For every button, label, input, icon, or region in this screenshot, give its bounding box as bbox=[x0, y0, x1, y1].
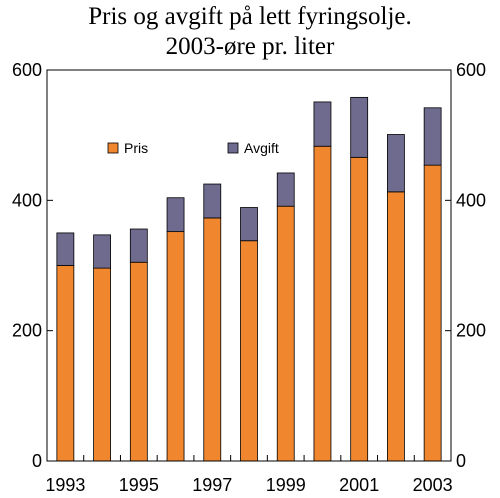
bar-avgift-1996 bbox=[166, 197, 185, 233]
x-tick-label-2001: 2001 bbox=[339, 475, 379, 495]
bar-avgift-2001 bbox=[350, 96, 369, 158]
chart-title: Pris og avgift på lett fyringsolje. bbox=[88, 3, 412, 30]
legend-label-avgift: Avgift bbox=[244, 140, 279, 156]
x-tick-label-1999: 1999 bbox=[266, 475, 306, 495]
bar-pris-2002 bbox=[387, 191, 405, 462]
bar-pris-1993 bbox=[56, 265, 75, 462]
y-tick-label-left-200: 200 bbox=[12, 321, 42, 341]
chart-subtitle: 2003-øre pr. liter bbox=[165, 33, 335, 60]
y-tick-label-right-600: 600 bbox=[456, 60, 486, 80]
bar-pris-2003 bbox=[423, 164, 442, 462]
bar-pris-1996 bbox=[166, 231, 185, 462]
bar-pris-1998 bbox=[240, 240, 258, 462]
bar-avgift-2002 bbox=[387, 134, 405, 193]
bar-pris-1995 bbox=[129, 261, 148, 462]
bar-avgift-1994 bbox=[93, 234, 111, 269]
plot-frame bbox=[46, 69, 452, 462]
legend-label-pris: Pris bbox=[124, 140, 148, 156]
x-tick-label-1995: 1995 bbox=[119, 475, 159, 495]
y-tick-label-right-200: 200 bbox=[456, 321, 486, 341]
bar-avgift-1997 bbox=[203, 183, 222, 219]
y-tick-label-left-400: 400 bbox=[12, 190, 42, 210]
x-tick-label-1993: 1993 bbox=[45, 475, 85, 495]
bar-avgift-1995 bbox=[129, 228, 148, 263]
legend-swatch-avgift bbox=[227, 142, 239, 154]
bar-pris-2000 bbox=[313, 145, 332, 462]
bar-avgift-2003 bbox=[423, 107, 442, 166]
y-tick-label-right-0: 0 bbox=[456, 451, 466, 471]
bar-avgift-1993 bbox=[56, 232, 75, 266]
x-tick-label-1997: 1997 bbox=[192, 475, 232, 495]
bar-avgift-2000 bbox=[313, 101, 332, 147]
x-tick-label-2003: 2003 bbox=[413, 475, 453, 495]
bar-avgift-1999 bbox=[276, 172, 295, 207]
y-tick-label-right-400: 400 bbox=[456, 190, 486, 210]
bar-avgift-1998 bbox=[240, 207, 258, 242]
y-tick-label-left-0: 0 bbox=[32, 451, 42, 471]
bar-pris-1997 bbox=[203, 217, 222, 462]
bar-pris-1999 bbox=[276, 205, 295, 462]
legend-swatch-pris bbox=[107, 142, 119, 154]
y-tick-label-left-600: 600 bbox=[12, 60, 42, 80]
bar-pris-1994 bbox=[93, 267, 111, 462]
bar-pris-2001 bbox=[350, 156, 369, 462]
